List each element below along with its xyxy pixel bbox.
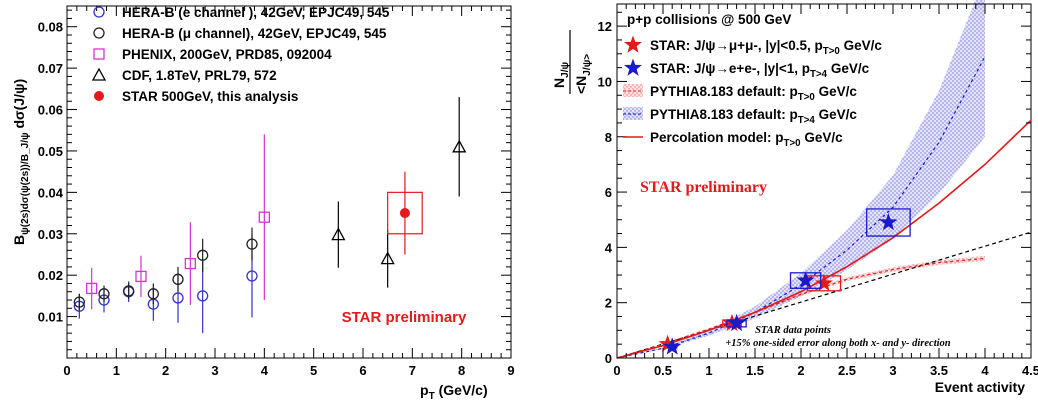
star-data-point bbox=[727, 313, 746, 332]
x-tick-label: 5 bbox=[310, 363, 317, 378]
data-point bbox=[172, 273, 184, 285]
x-tick-label: 2 bbox=[797, 363, 804, 378]
legend-marker bbox=[624, 35, 642, 53]
legend-label: PYTHIA8.183 default: pT>4​ GeV/c bbox=[650, 107, 857, 126]
x-axis-label: Event activity bbox=[935, 379, 1025, 395]
data-point bbox=[73, 296, 85, 308]
x-tick-label: 1 bbox=[705, 363, 712, 378]
x-tick-label: 7 bbox=[409, 363, 416, 378]
legend-label: STAR: J/ψ→e+e-, |y|<1, pT>4​ GeV/c bbox=[650, 61, 870, 80]
y-tick-label: 0.06 bbox=[38, 103, 63, 118]
plot-frame bbox=[66, 5, 512, 359]
data-point bbox=[246, 238, 258, 250]
left-chart: 0 1 2 3 4 5 6 7 8 9 0.01 0.02 0.03 0.04 0.05 0.06 0.07 0.… bbox=[11, 5, 515, 402]
legend-label: PYTHIA8.183 default: pT>0​ GeV/c bbox=[650, 84, 857, 103]
star-data-point bbox=[796, 271, 815, 289]
data-point bbox=[452, 139, 467, 153]
y-tick-label: 6 bbox=[605, 185, 612, 200]
x-axis-label: pT​ (GeV/c) bbox=[420, 382, 488, 402]
x-tick-label: 3.5 bbox=[930, 363, 948, 378]
star-data-point bbox=[879, 213, 898, 231]
x-tick-label: 9 bbox=[507, 363, 514, 378]
data-point bbox=[184, 257, 196, 270]
x-tick-label: 0 bbox=[63, 363, 70, 378]
x-tick-label: 6 bbox=[359, 363, 366, 378]
x-tick-label: 8 bbox=[458, 363, 465, 378]
chart-title: p+p collisions @ 500 GeV bbox=[627, 12, 791, 27]
legend-label: STAR: J/ψ→μ+μ-, |y|<0.5, pT>0​ GeV/c bbox=[650, 38, 882, 57]
legend-label: STAR 500GeV, this analysis bbox=[122, 89, 298, 104]
y-axis-label: Bψ(2s)dσ(ψ(2s))/B_J/ψ​ dσ(J/ψ) bbox=[11, 79, 31, 245]
pythia-pt0-line bbox=[616, 257, 986, 359]
data-point bbox=[197, 249, 209, 261]
pythia-pt4-line bbox=[616, 56, 986, 359]
data-point bbox=[123, 285, 135, 297]
x-tick-label: 4 bbox=[981, 363, 989, 378]
y-tick-label: 0.08 bbox=[38, 20, 63, 35]
data-point bbox=[246, 270, 258, 282]
x-tick-label: 3 bbox=[211, 363, 218, 378]
plot-frame bbox=[616, 3, 1032, 359]
data-point bbox=[98, 288, 110, 300]
star-error-box bbox=[866, 208, 911, 237]
x-tick-label: 3 bbox=[889, 363, 896, 378]
y-tick-label: 0.01 bbox=[38, 310, 63, 325]
y-tick-label: 0.04 bbox=[38, 185, 64, 200]
y-label-denominator: <NJ/ψ>​ bbox=[573, 54, 593, 94]
x-tick-label: 0.5 bbox=[654, 363, 672, 378]
legend-marker bbox=[93, 6, 105, 18]
star-data-point bbox=[663, 337, 682, 355]
legend-label: HERA-B (μ channel), 42GeV, EPJC49, 545 bbox=[122, 26, 387, 41]
legend-label: HERA-B (e channel ), 42GeV, EPJC49, 545 bbox=[122, 5, 390, 20]
x-tick-label: 4 bbox=[261, 363, 269, 378]
annotation-star-preliminary: STAR preliminary bbox=[640, 179, 767, 196]
data-point bbox=[331, 227, 346, 241]
legend-marker bbox=[93, 48, 105, 60]
legend-label: CDF, 1.8TeV, PRL79, 572 bbox=[122, 68, 277, 83]
y-tick-label: 4 bbox=[605, 240, 613, 255]
legend-marker bbox=[94, 91, 104, 101]
y-axis-label: NJ/ψ​<NJ/ψ>​ bbox=[551, 30, 593, 94]
y-tick-label: 8 bbox=[605, 130, 612, 145]
note-line-2: +15% one-sided error along both x- and y… bbox=[725, 338, 950, 349]
y-tick-label: 0.03 bbox=[38, 227, 63, 242]
data-point bbox=[197, 290, 209, 302]
y-tick-label: 12 bbox=[598, 19, 612, 34]
legend-marker bbox=[93, 27, 105, 39]
data-point bbox=[135, 270, 147, 283]
y-tick-label: 0.07 bbox=[38, 61, 63, 76]
y-tick-label: 0.05 bbox=[38, 144, 63, 159]
x-tick-label: 0 bbox=[613, 363, 620, 378]
x-tick-label: 2.5 bbox=[838, 363, 856, 378]
star-data-point bbox=[814, 273, 834, 291]
data-point bbox=[258, 211, 270, 223]
legend-marker bbox=[91, 67, 107, 81]
annotation-star-preliminary: STAR preliminary bbox=[342, 309, 467, 326]
legend-label: PHENIX, 200GeV, PRD85, 092004 bbox=[122, 47, 332, 62]
y-tick-label: 10 bbox=[598, 74, 612, 89]
data-point bbox=[147, 288, 159, 300]
legend-marker bbox=[624, 58, 642, 76]
y-tick-label: 0 bbox=[605, 351, 612, 366]
x-tick-label: 2 bbox=[162, 363, 169, 378]
x-tick-label: 1 bbox=[113, 363, 120, 378]
right-chart: 0 0.5 1 1.5 2 2.5 3 3.5 4 4.5 0 2 4 6 8 10 12 Event activ… bbox=[551, 0, 1038, 395]
data-point bbox=[86, 282, 98, 295]
x-tick-label: 1.5 bbox=[746, 363, 764, 378]
y-label-numerator: NJ/ψ​ bbox=[551, 62, 571, 88]
data-point bbox=[399, 208, 410, 219]
x-tick-label: 4.5 bbox=[1022, 363, 1038, 378]
note-line-1: STAR data points bbox=[755, 325, 831, 336]
y-tick-label: 0.02 bbox=[38, 268, 63, 283]
legend-label: Percolation model: pT>0​ GeV/c bbox=[650, 130, 843, 149]
data-point bbox=[172, 292, 184, 304]
y-tick-label: 2 bbox=[605, 296, 612, 311]
data-point bbox=[380, 251, 395, 265]
systematic-box bbox=[387, 191, 423, 235]
